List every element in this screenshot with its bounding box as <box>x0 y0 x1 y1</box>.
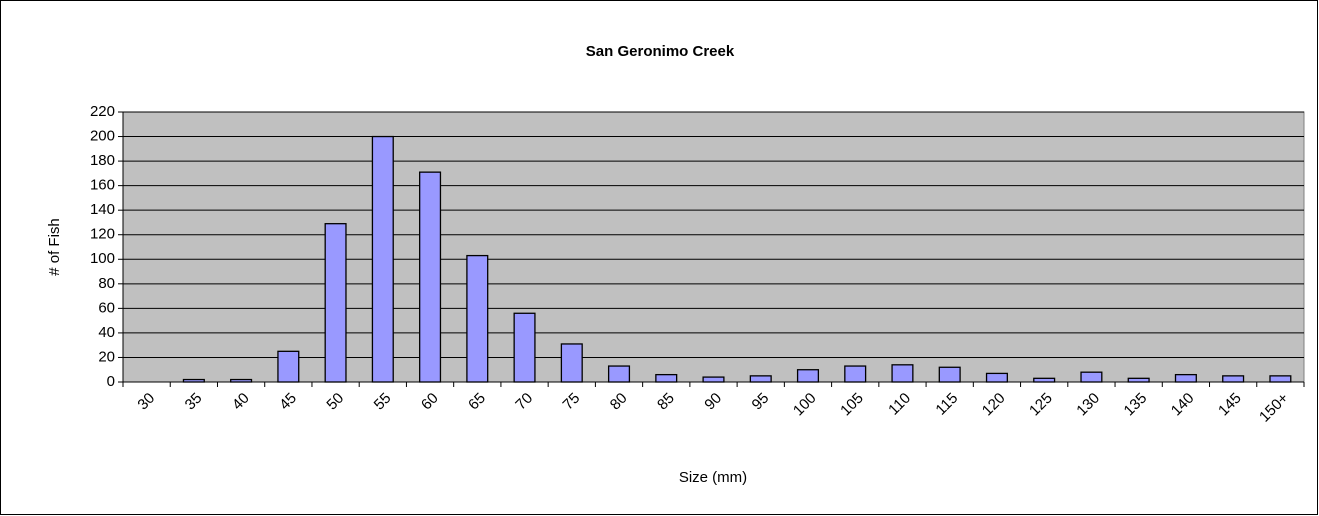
y-tick-label: 100 <box>90 250 115 267</box>
bar <box>277 350 300 383</box>
y-axis-label: # of Fish <box>46 218 63 276</box>
bar <box>1127 377 1150 383</box>
bar <box>702 376 725 383</box>
y-tick-label: 80 <box>98 275 115 292</box>
bar <box>324 223 347 383</box>
bar <box>371 135 394 383</box>
x-axis-label: Size (mm) <box>679 469 747 486</box>
chart-title: San Geronimo Creek <box>586 43 735 60</box>
bar <box>419 171 442 383</box>
bar <box>230 378 253 383</box>
y-tick-label: 40 <box>98 324 115 341</box>
bar <box>607 365 631 383</box>
plot-area <box>122 111 1305 383</box>
bar <box>466 254 489 383</box>
bar <box>1269 375 1292 383</box>
bar <box>749 375 772 383</box>
y-tick-label: 220 <box>90 103 115 120</box>
bar <box>1080 371 1103 383</box>
bar <box>560 343 583 383</box>
bar <box>655 373 678 383</box>
y-tick-label: 180 <box>90 152 115 169</box>
y-tick-label: 200 <box>90 128 115 145</box>
bar <box>844 365 867 383</box>
bar <box>1222 375 1245 383</box>
y-tick-label: 20 <box>98 348 115 365</box>
bar <box>182 378 205 383</box>
bar <box>513 312 536 383</box>
bar <box>891 364 914 383</box>
bar <box>938 366 961 383</box>
bar <box>796 369 820 383</box>
y-tick-label: 60 <box>98 299 115 316</box>
bar <box>1174 373 1197 383</box>
y-tick-label: 0 <box>107 373 115 390</box>
y-tick-label: 120 <box>90 226 115 243</box>
y-tick-label: 140 <box>90 201 115 218</box>
bar <box>1033 377 1056 383</box>
y-tick-label: 160 <box>90 177 115 194</box>
bar <box>985 372 1008 383</box>
